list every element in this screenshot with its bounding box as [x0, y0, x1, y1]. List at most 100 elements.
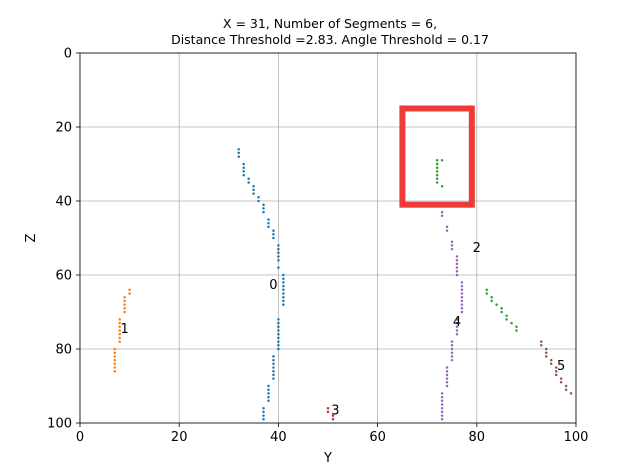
data-point — [455, 266, 459, 269]
data-point — [277, 332, 280, 336]
data-point — [282, 284, 285, 288]
data-point — [277, 344, 280, 347]
x-tick-label: 100 — [564, 430, 589, 445]
data-point — [450, 240, 454, 243]
data-point — [282, 295, 285, 299]
data-point — [118, 340, 121, 343]
highlight-box-layer — [399, 105, 475, 208]
data-point — [118, 318, 121, 321]
data-point — [445, 373, 449, 377]
data-point — [460, 281, 464, 284]
data-point — [500, 307, 503, 310]
segment-3-points — [326, 406, 335, 421]
data-point — [544, 347, 548, 351]
data-point — [282, 299, 285, 303]
data-point — [445, 384, 449, 388]
x-tick-label: 0 — [76, 430, 84, 445]
data-point — [282, 281, 285, 284]
data-point — [515, 329, 518, 332]
data-point — [123, 295, 126, 299]
segment-label-1: 1 — [120, 322, 128, 337]
data-point — [445, 225, 449, 229]
data-point — [113, 366, 116, 369]
data-point — [262, 207, 265, 210]
chart-title-line-2: Distance Threshold =2.83. Angle Threshol… — [171, 32, 489, 47]
data-point — [282, 277, 285, 280]
data-point — [450, 355, 454, 358]
chart-title-line-1: X = 31, Number of Segments = 6, — [223, 16, 437, 31]
data-point — [495, 303, 498, 306]
data-point — [564, 384, 568, 388]
data-point — [272, 373, 275, 377]
data-point — [554, 369, 558, 373]
data-point — [277, 244, 280, 247]
data-point — [460, 295, 464, 299]
data-point — [262, 418, 265, 421]
data-point — [272, 236, 275, 240]
data-point — [500, 310, 503, 314]
data-point — [272, 369, 275, 373]
data-point — [113, 351, 116, 354]
y-tick-label: 60 — [55, 269, 72, 284]
data-point — [272, 366, 275, 369]
data-point — [440, 395, 444, 399]
data-point — [440, 184, 444, 188]
data-point — [252, 192, 255, 195]
data-point — [435, 170, 439, 173]
data-point — [123, 310, 126, 314]
data-point — [237, 147, 240, 151]
data-point — [113, 358, 116, 362]
data-point — [450, 244, 454, 247]
data-point — [331, 418, 335, 421]
data-point — [242, 173, 245, 177]
data-point — [460, 307, 464, 310]
y-axis-ticks: 0 20 40 60 80 100 — [47, 47, 80, 432]
y-tick-label: 100 — [47, 417, 72, 432]
data-point — [277, 336, 280, 340]
data-point — [485, 292, 488, 295]
x-tick-label: 80 — [469, 430, 486, 445]
data-point — [242, 162, 245, 166]
data-point — [272, 229, 275, 232]
segment-0-points — [237, 147, 285, 421]
data-point — [569, 392, 573, 395]
data-point — [267, 392, 270, 395]
data-point — [440, 210, 444, 214]
data-point — [267, 399, 270, 403]
data-point — [544, 351, 548, 354]
data-points — [113, 147, 573, 421]
data-point — [445, 381, 449, 384]
segment-label-2: 2 — [473, 241, 481, 256]
data-point — [267, 388, 270, 391]
data-point — [123, 299, 126, 303]
data-point — [549, 358, 553, 362]
plot-frame — [79, 52, 577, 424]
data-point — [445, 369, 449, 373]
data-point — [257, 196, 260, 199]
data-point — [118, 321, 121, 325]
data-point — [277, 325, 280, 329]
x-axis-label: Y — [323, 451, 332, 466]
data-point — [540, 344, 543, 347]
data-point — [113, 369, 116, 373]
data-point — [440, 403, 444, 406]
data-point — [262, 406, 265, 410]
data-point — [277, 329, 280, 332]
y-tick-label: 40 — [55, 195, 72, 210]
data-point — [123, 307, 126, 310]
data-point — [277, 255, 280, 258]
data-point — [515, 325, 518, 329]
data-point — [118, 329, 121, 332]
data-point — [267, 218, 270, 221]
data-point — [455, 332, 459, 336]
data-point — [510, 321, 513, 325]
data-point — [450, 340, 454, 343]
data-point — [490, 299, 493, 303]
data-point — [460, 292, 464, 295]
data-point — [440, 392, 444, 395]
segment-label-0: 0 — [269, 278, 277, 293]
data-point — [272, 358, 275, 362]
data-point — [435, 173, 439, 177]
data-point — [267, 225, 270, 229]
